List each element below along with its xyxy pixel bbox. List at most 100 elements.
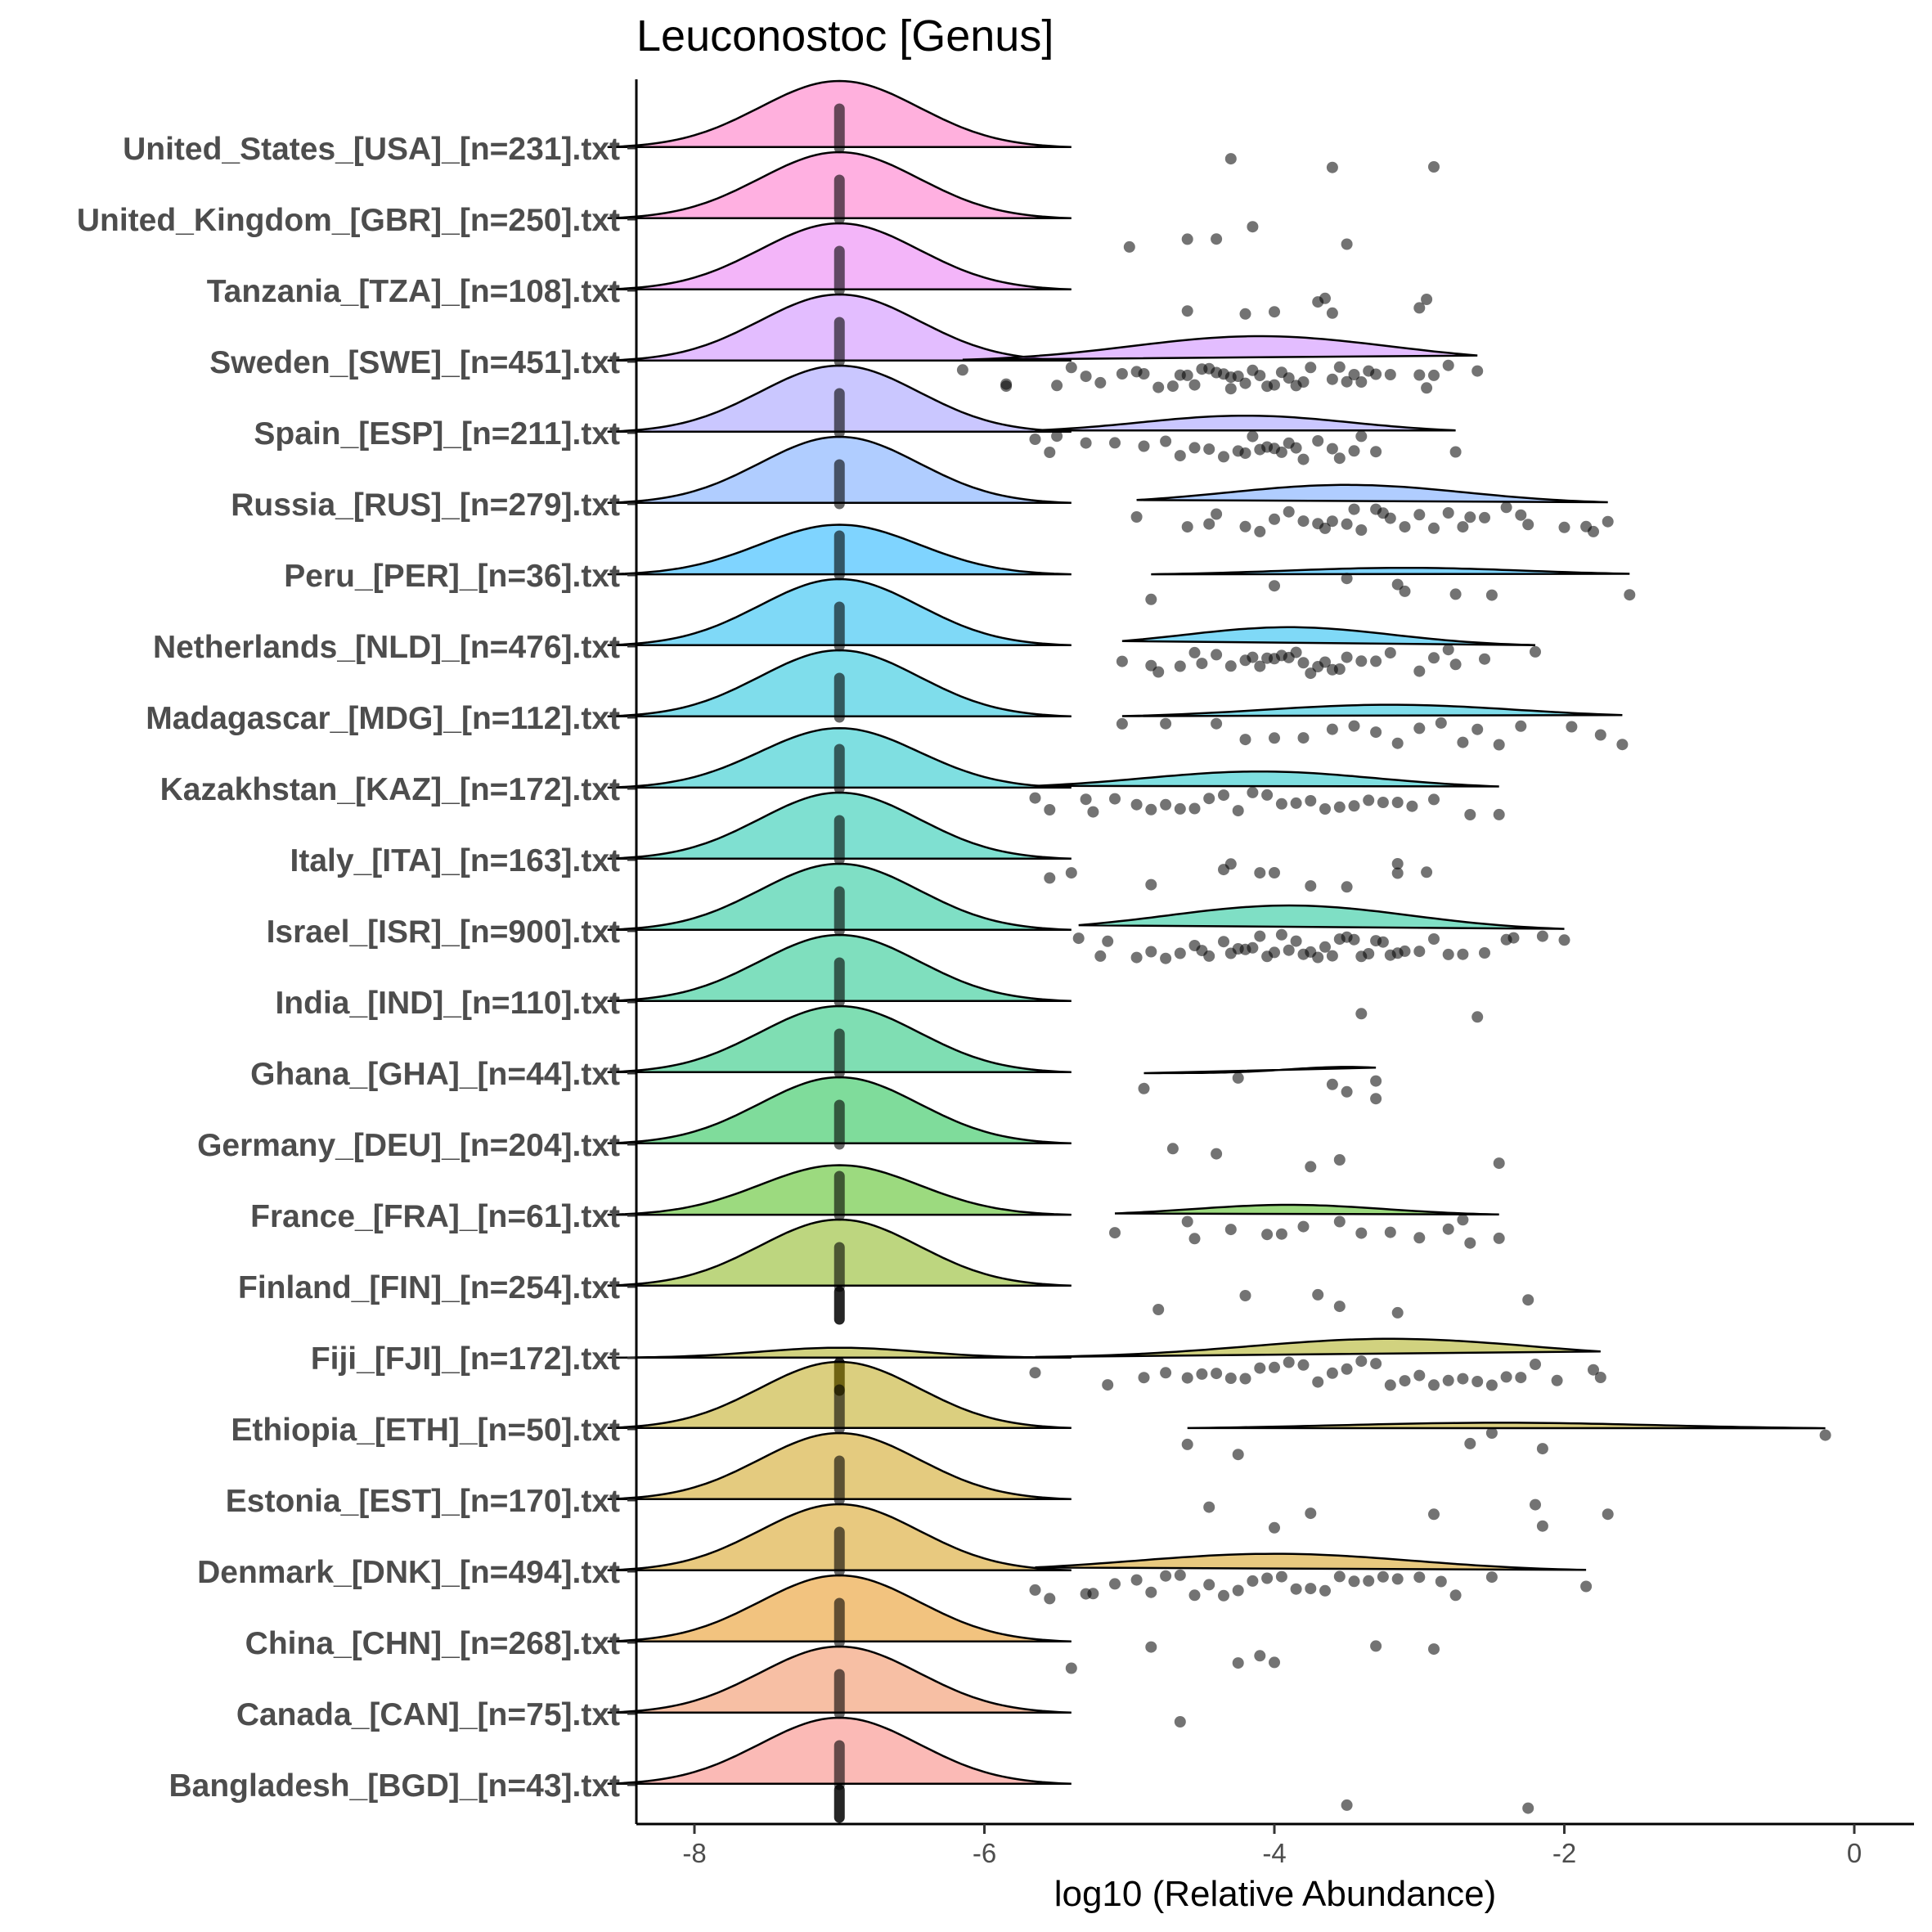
data-point [1348, 503, 1360, 515]
data-point [1355, 655, 1368, 667]
data-point [1464, 809, 1476, 820]
data-point [1188, 646, 1201, 658]
y-tick-label: Ghana_[GHA]_[n=44].txt [250, 1057, 620, 1092]
data-point [1530, 1498, 1541, 1511]
data-point [1051, 430, 1063, 443]
data-point [1254, 370, 1266, 382]
data-point [1493, 739, 1505, 751]
data-point [1181, 521, 1193, 533]
data-point [1051, 380, 1063, 392]
data-point [1536, 1520, 1548, 1532]
ridge-row [607, 1218, 1534, 1325]
data-point [1290, 646, 1302, 658]
data-point [1130, 798, 1143, 811]
x-tick-label: -6 [973, 1838, 996, 1868]
data-point [1232, 805, 1244, 817]
data-point [1312, 1288, 1324, 1301]
data-point [1457, 521, 1469, 533]
data-point [1239, 1290, 1251, 1301]
data-point [1341, 651, 1353, 663]
data-point [1479, 653, 1490, 665]
data-point [1188, 442, 1201, 454]
data-point [1029, 792, 1041, 804]
data-point [1391, 737, 1404, 749]
data-point [1428, 369, 1440, 381]
data-point [1160, 1570, 1172, 1582]
y-tick-label: Madagascar_[MDG]_[n=112].txt [146, 701, 620, 736]
density-nonzero [1078, 904, 1565, 930]
data-point [1370, 1640, 1382, 1652]
data-point [1588, 525, 1599, 537]
data-point [1080, 371, 1092, 383]
data-point [1275, 446, 1287, 458]
data-point [1297, 453, 1310, 465]
density-nonzero [1143, 1066, 1377, 1075]
data-point [1348, 800, 1360, 812]
data-point [1116, 717, 1128, 730]
data-point [1471, 365, 1484, 377]
data-point [1218, 451, 1229, 463]
data-point [1174, 802, 1186, 815]
data-point [1181, 369, 1193, 381]
data-point [1290, 935, 1302, 947]
data-point [1333, 663, 1346, 675]
data-point [1384, 512, 1396, 524]
data-point [1464, 1437, 1476, 1449]
data-point [1377, 936, 1389, 948]
data-point [1290, 442, 1302, 454]
data-point [1370, 446, 1382, 458]
data-point [1355, 1008, 1368, 1020]
density-nonzero [1121, 703, 1623, 717]
data-point [1428, 793, 1440, 806]
data-point [1160, 798, 1172, 811]
x-tick-label: -4 [1262, 1838, 1286, 1868]
data-point [1326, 723, 1338, 735]
data-point [1138, 368, 1150, 380]
data-point [1269, 306, 1280, 318]
data-point [1326, 1078, 1338, 1090]
density-nonzero [1136, 483, 1608, 504]
data-point [1413, 1232, 1426, 1244]
data-point [1355, 376, 1368, 388]
data-point [1232, 1449, 1244, 1461]
y-tick-label: Tanzania_[TZA]_[n=108].txt [207, 274, 620, 309]
data-point [1428, 1508, 1440, 1521]
data-point [1442, 1223, 1454, 1235]
data-point [1594, 729, 1606, 741]
ridge-row [607, 222, 1433, 320]
data-point [1326, 1367, 1338, 1379]
data-point [1449, 446, 1462, 458]
y-tick-label: France_[FRA]_[n=61].txt [250, 1199, 620, 1234]
data-point [1102, 1379, 1114, 1391]
data-point [1181, 1438, 1193, 1450]
data-point [1116, 655, 1128, 667]
data-point [1391, 858, 1404, 869]
data-point [1218, 936, 1229, 948]
data-point [1479, 511, 1490, 523]
y-tick-label: Germany_[DEU]_[n=204].txt [197, 1128, 620, 1163]
ridge-row [607, 933, 1484, 1023]
data-point [1341, 1085, 1353, 1098]
ridge-row [607, 364, 1462, 465]
y-tick-label: Bangladesh_[BGD]_[n=43].txt [168, 1768, 620, 1804]
data-point [1551, 1374, 1563, 1386]
y-tick-label: Spain_[ESP]_[n=211].txt [254, 416, 620, 452]
data-point [1196, 658, 1208, 670]
data-point [1435, 1575, 1447, 1588]
data-point [1196, 1368, 1208, 1380]
data-point [1421, 294, 1433, 305]
data-point [1305, 362, 1317, 374]
data-point [1166, 380, 1179, 393]
data-point [1160, 717, 1172, 730]
data-point [1399, 1375, 1411, 1387]
data-point [1174, 947, 1186, 959]
ridge-row [607, 1337, 1606, 1396]
data-point [1297, 376, 1310, 388]
data-point [1413, 302, 1426, 314]
data-point [1109, 793, 1121, 805]
data-point [1370, 368, 1382, 380]
data-point [1326, 307, 1338, 319]
data-point [1384, 1379, 1396, 1391]
data-point [1536, 930, 1548, 942]
data-point [1341, 881, 1353, 893]
